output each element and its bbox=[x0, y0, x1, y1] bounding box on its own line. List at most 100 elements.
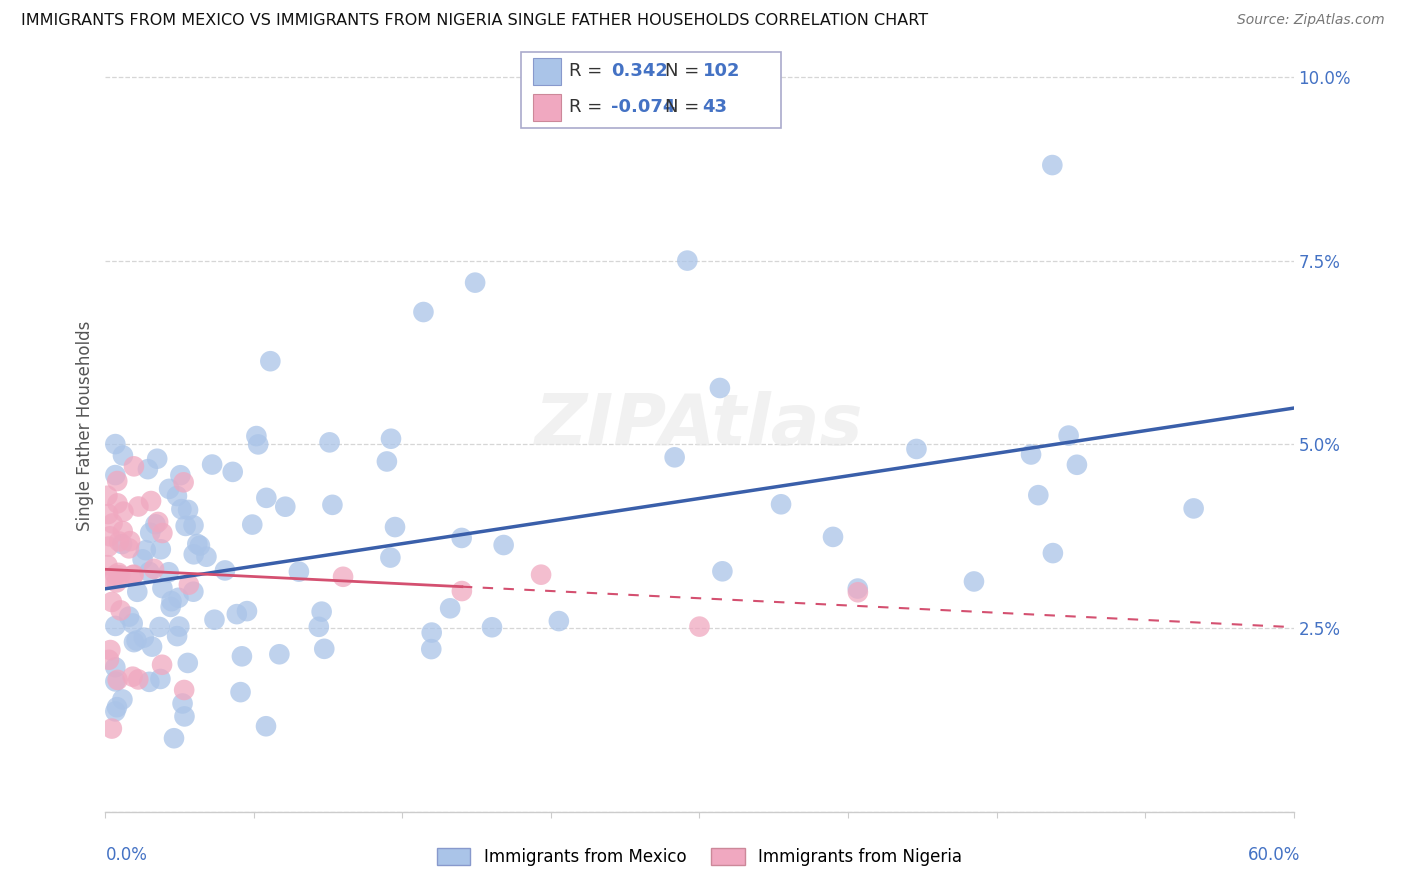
Point bbox=[157, 482, 180, 496]
Point bbox=[131, 552, 153, 566]
Point bbox=[157, 566, 180, 580]
Point bbox=[101, 722, 124, 736]
Point bbox=[709, 381, 731, 395]
Point bbox=[186, 537, 208, 551]
Point bbox=[183, 584, 205, 599]
Point bbox=[332, 570, 354, 584]
Point bbox=[132, 631, 155, 645]
Point bbox=[107, 566, 129, 580]
Point bbox=[420, 625, 443, 640]
Point bbox=[450, 531, 472, 545]
Text: 0.342: 0.342 bbox=[612, 62, 668, 80]
Point bbox=[96, 572, 118, 586]
Point bbox=[139, 525, 162, 540]
Point bbox=[105, 700, 128, 714]
Point bbox=[318, 435, 340, 450]
Point bbox=[464, 276, 486, 290]
Point bbox=[125, 633, 148, 648]
Point bbox=[172, 697, 194, 711]
Point bbox=[231, 649, 253, 664]
Text: IMMIGRANTS FROM MEXICO VS IMMIGRANTS FROM NIGERIA SINGLE FATHER HOUSEHOLDS CORRE: IMMIGRANTS FROM MEXICO VS IMMIGRANTS FRO… bbox=[21, 13, 928, 29]
Point bbox=[1057, 428, 1080, 442]
Point bbox=[139, 494, 162, 508]
Point bbox=[420, 642, 443, 657]
Point bbox=[439, 601, 461, 615]
Point bbox=[121, 568, 143, 582]
Point bbox=[118, 609, 141, 624]
Point bbox=[104, 437, 127, 451]
Point bbox=[149, 542, 172, 557]
Point bbox=[492, 538, 515, 552]
Text: 102: 102 bbox=[703, 62, 740, 80]
Y-axis label: Single Father Households: Single Father Households bbox=[76, 321, 94, 531]
Point bbox=[110, 568, 132, 582]
Text: 0.0%: 0.0% bbox=[105, 846, 148, 863]
Point bbox=[170, 502, 193, 516]
Point bbox=[98, 529, 121, 543]
Point bbox=[97, 653, 120, 667]
Point bbox=[166, 629, 188, 643]
Point bbox=[108, 534, 131, 549]
Point bbox=[105, 575, 128, 590]
Point bbox=[245, 429, 267, 443]
Point bbox=[122, 635, 145, 649]
Point bbox=[122, 567, 145, 582]
Point bbox=[177, 503, 200, 517]
Point bbox=[138, 565, 160, 579]
Point bbox=[159, 599, 181, 614]
Point bbox=[225, 607, 247, 621]
Point bbox=[380, 550, 402, 565]
Point bbox=[183, 547, 205, 561]
Point bbox=[375, 454, 398, 468]
Point bbox=[111, 449, 134, 463]
Point bbox=[247, 437, 270, 451]
Point bbox=[104, 660, 127, 674]
Point bbox=[229, 685, 252, 699]
Point bbox=[122, 459, 145, 474]
Point bbox=[384, 520, 406, 534]
Point bbox=[127, 500, 149, 514]
Point bbox=[121, 616, 143, 631]
Point bbox=[118, 541, 141, 556]
Point bbox=[183, 518, 205, 533]
Point bbox=[104, 468, 127, 483]
Point bbox=[204, 613, 226, 627]
Point bbox=[135, 543, 157, 558]
Point bbox=[274, 500, 297, 514]
Point bbox=[547, 614, 569, 628]
Point bbox=[104, 619, 127, 633]
Point bbox=[1182, 501, 1205, 516]
Text: R =: R = bbox=[569, 62, 602, 80]
Point bbox=[846, 582, 869, 596]
Text: N =: N = bbox=[665, 62, 699, 80]
Point bbox=[98, 643, 121, 657]
Point bbox=[167, 591, 190, 605]
Point bbox=[530, 567, 553, 582]
Point bbox=[905, 442, 928, 456]
Point bbox=[174, 519, 197, 533]
Point bbox=[105, 474, 128, 488]
Point bbox=[96, 489, 118, 503]
Point bbox=[321, 498, 343, 512]
Point bbox=[138, 674, 160, 689]
Point bbox=[1042, 546, 1064, 560]
Point bbox=[107, 673, 129, 687]
Point bbox=[146, 451, 169, 466]
Text: N =: N = bbox=[665, 98, 699, 116]
Point bbox=[101, 516, 124, 531]
Point bbox=[177, 577, 200, 591]
Point bbox=[107, 496, 129, 510]
Point bbox=[173, 709, 195, 723]
Point bbox=[148, 620, 170, 634]
Point bbox=[149, 672, 172, 686]
Text: R =: R = bbox=[569, 98, 602, 116]
Point bbox=[821, 530, 844, 544]
Point bbox=[314, 641, 336, 656]
Point bbox=[676, 253, 699, 268]
Point bbox=[236, 604, 259, 618]
Point bbox=[152, 581, 174, 595]
Point bbox=[201, 458, 224, 472]
Text: Source: ZipAtlas.com: Source: ZipAtlas.com bbox=[1237, 13, 1385, 28]
Point bbox=[136, 462, 159, 476]
Point bbox=[173, 475, 195, 490]
